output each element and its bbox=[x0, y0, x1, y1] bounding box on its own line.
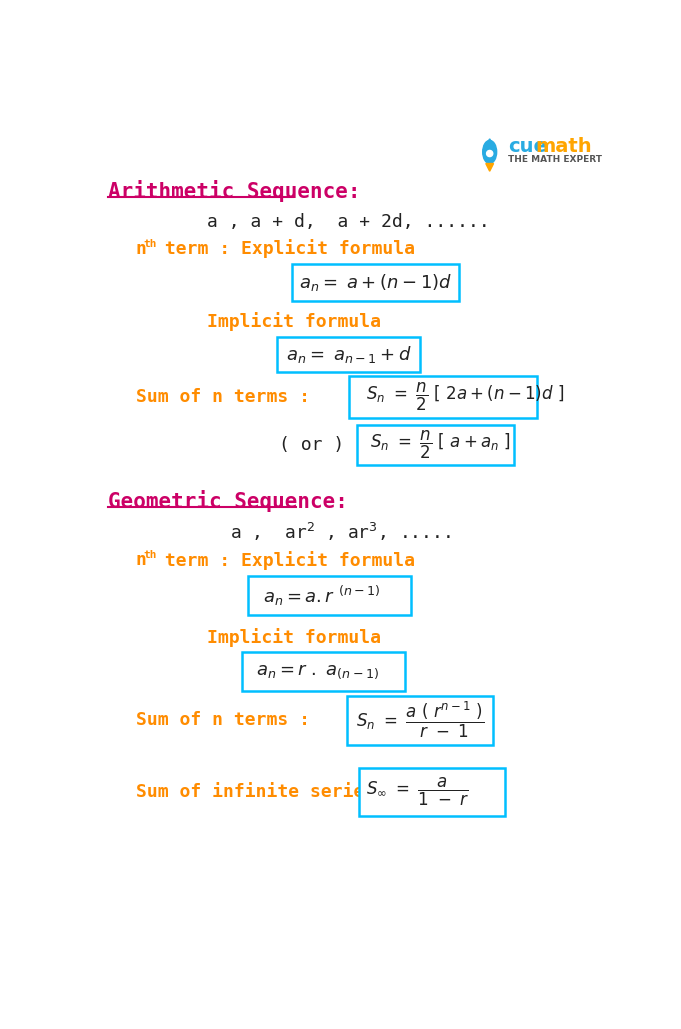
Text: term : Explicit formula: term : Explicit formula bbox=[154, 551, 415, 570]
Ellipse shape bbox=[483, 140, 496, 164]
Text: th: th bbox=[143, 551, 157, 561]
Text: Implicit formula: Implicit formula bbox=[208, 312, 381, 331]
Circle shape bbox=[487, 150, 493, 156]
Text: th: th bbox=[143, 240, 157, 249]
Text: Sum of infinite series :: Sum of infinite series : bbox=[136, 783, 407, 801]
Text: $a_n = r\ .\ a_{(n-1)}$: $a_n = r\ .\ a_{(n-1)}$ bbox=[255, 663, 379, 681]
Text: math: math bbox=[535, 137, 592, 156]
Text: Arithmetic Sequence:: Arithmetic Sequence: bbox=[108, 180, 361, 203]
Text: Implicit formula: Implicit formula bbox=[208, 629, 381, 647]
Text: $S_n\ =\ \dfrac{a\ (\ r^{n-1}\ )}{r\ -\ 1}$: $S_n\ =\ \dfrac{a\ (\ r^{n-1}\ )}{r\ -\ … bbox=[356, 700, 485, 741]
Text: Geometric Sequence:: Geometric Sequence: bbox=[108, 490, 348, 511]
Text: $S_{\infty}\ =\ \dfrac{a}{1\ -\ r}$: $S_{\infty}\ =\ \dfrac{a}{1\ -\ r}$ bbox=[366, 776, 469, 808]
FancyBboxPatch shape bbox=[349, 376, 537, 418]
Text: Sum of n terms :: Sum of n terms : bbox=[136, 711, 320, 730]
Text: n: n bbox=[136, 552, 146, 569]
FancyBboxPatch shape bbox=[248, 576, 411, 614]
Text: a , a + d,  a + 2d, ......: a , a + d, a + 2d, ...... bbox=[207, 213, 490, 232]
Text: $a_n =\ a_{n-1} + d$: $a_n =\ a_{n-1} + d$ bbox=[285, 344, 411, 365]
FancyBboxPatch shape bbox=[292, 264, 459, 301]
FancyBboxPatch shape bbox=[357, 425, 513, 465]
Text: THE MATH EXPERT: THE MATH EXPERT bbox=[508, 155, 602, 165]
FancyBboxPatch shape bbox=[242, 652, 405, 690]
Text: $a_n = a.r\ ^{(n-1)}$: $a_n = a.r\ ^{(n-1)}$ bbox=[264, 583, 381, 607]
Text: cue: cue bbox=[508, 137, 547, 156]
FancyBboxPatch shape bbox=[347, 696, 493, 745]
Text: $a_n =\ a + ( n - 1)d$: $a_n =\ a + ( n - 1)d$ bbox=[299, 273, 452, 293]
Text: ( or ): ( or ) bbox=[279, 436, 344, 455]
Polygon shape bbox=[486, 164, 494, 171]
Text: n: n bbox=[136, 240, 146, 258]
FancyBboxPatch shape bbox=[277, 336, 420, 372]
Polygon shape bbox=[484, 139, 496, 149]
FancyBboxPatch shape bbox=[360, 768, 505, 816]
Text: Sum of n terms :: Sum of n terms : bbox=[136, 388, 320, 405]
Text: $S_n\ =\ \dfrac{n}{2}\ [\ a + a_n\ ]$: $S_n\ =\ \dfrac{n}{2}\ [\ a + a_n\ ]$ bbox=[370, 429, 511, 461]
Text: $S_n\ =\ \dfrac{n}{2}\ [\ 2a+(n-1)d\ ]$: $S_n\ =\ \dfrac{n}{2}\ [\ 2a+(n-1)d\ ]$ bbox=[366, 381, 564, 413]
Text: term : Explicit formula: term : Explicit formula bbox=[154, 240, 415, 258]
Text: a ,  ar$^2$ , ar$^3$, .....: a , ar$^2$ , ar$^3$, ..... bbox=[230, 521, 452, 542]
